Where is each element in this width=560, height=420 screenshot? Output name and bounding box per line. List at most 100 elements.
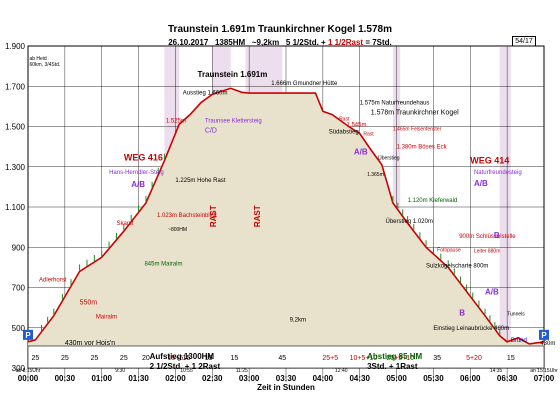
annotation: 3Std. + 1Rast (367, 362, 418, 371)
x-tick-label: 04:30 (349, 374, 370, 383)
x-tick-label: 00:00 (18, 374, 39, 383)
time-label: ab 8:15Uhr (16, 368, 41, 374)
annotation: C/D (205, 128, 217, 135)
minutes-label: 5+20 (466, 355, 482, 362)
annotation: Südabstieg (329, 130, 359, 136)
minutes-label: 15 (205, 355, 213, 362)
minutes-label: 25 (120, 355, 128, 362)
minutes-label: 15+5 (168, 355, 184, 362)
annotation: 9,2km (290, 318, 306, 324)
y-tick-label: 900 (12, 243, 26, 252)
chart-subtitle: 26.10.2017 1385HM ~9,2km 5 1/2Std. + 1 1… (0, 38, 560, 47)
annotation: ab Heid (29, 56, 46, 62)
annotation: Aufstieg 1300HM (150, 352, 215, 361)
annotation: WEG 414 (470, 156, 509, 166)
minutes-label: 15 (507, 355, 515, 362)
annotation: Skarst (116, 221, 133, 227)
x-axis-label: Zeit in Stunden (257, 383, 315, 392)
annotation: 1.545m (346, 123, 366, 129)
annotation: 1.666m Gmundner Hütte (271, 81, 338, 87)
y-tick-label: 500 (12, 324, 26, 333)
x-tick-label: 06:00 (460, 374, 481, 383)
subtitle-rast: 1 1/2Rast (327, 38, 364, 47)
x-tick-label: 02:30 (202, 374, 223, 383)
y-tick-label: 1.700 (5, 82, 26, 91)
annotation: Hans-Herndler-Steig (109, 170, 164, 176)
x-tick-label: 04:00 (313, 374, 334, 383)
annotation: Fotopause (437, 247, 461, 253)
annotation: 430m (540, 341, 555, 347)
x-tick-label: 06:30 (497, 374, 518, 383)
annotation: Naturfreundesteig (474, 170, 522, 176)
annotation: Überstieg (378, 155, 400, 162)
annotation: A/B (474, 179, 488, 188)
annotation: 900m Schlüsselstelle (459, 234, 516, 240)
y-tick-label: 1.900 (5, 42, 26, 51)
annotation: WEG 416 (124, 153, 163, 163)
annotation: ~800HM (168, 227, 187, 233)
annotation: Sulzkogelscharte 800m (426, 263, 488, 269)
annotation: Bründ (511, 338, 527, 344)
x-tick-label: 00:30 (55, 374, 76, 383)
profile-area (27, 87, 545, 369)
y-tick-label: 1.500 (5, 123, 26, 132)
annotation: A/B (485, 288, 499, 297)
annotation: Abstieg 85 HM (367, 352, 422, 361)
annotation: Mairalm (96, 315, 117, 321)
axes: 300 500 700 900 1.100 1.300 1.500 1.700 1.900 00:… (5, 42, 555, 392)
annotation: Überstieg 1.020m (386, 218, 433, 225)
subtitle-date: 26.10.2017 (168, 38, 209, 47)
annotation: 1.225m Hohe Rast (175, 178, 225, 184)
annotation: 1.525m (166, 118, 186, 124)
annotation: Leiter 880m (474, 248, 500, 254)
parking-icon (23, 329, 33, 340)
x-tick-label: 05:30 (423, 374, 444, 383)
bottom-band: 25 25 25 25 20 15+5 15 15 15 45 25+5 10+5+10 20+5+10… (16, 345, 558, 374)
x-tick-label: 02:00 (165, 374, 186, 383)
annotation: 1.120m Kieferwald (408, 198, 458, 204)
minutes-label: 35 (433, 355, 441, 362)
minutes-label: 25 (90, 355, 98, 362)
annotation: 845m Mairalm (144, 261, 182, 267)
annotation: 1.575m Naturfreundehaus (360, 100, 430, 106)
subtitle-std: 5 1/2Std. + (285, 38, 326, 47)
annotation: Rast (339, 116, 350, 122)
annotation: B (459, 309, 465, 318)
minutes-label: 15 (183, 355, 191, 362)
annotation: Traunsee Klettersteig (205, 118, 262, 124)
time-label: 10:55 (180, 368, 193, 374)
subtitle-total: = 7Std. (365, 38, 392, 47)
minutes-label: 25 (31, 355, 39, 362)
y-tick-label: 300 (12, 364, 26, 373)
minutes-label: 20 (142, 355, 150, 362)
x-tick-label: 07:00 (534, 374, 555, 383)
x-tick-label: 05:00 (386, 374, 407, 383)
annotation: Adlerhorst (39, 277, 67, 283)
time-label: 14:35 (490, 368, 503, 374)
annotation: Traunstein 1.691m (198, 70, 268, 79)
annotation: 1.023m Bachsteinblick (157, 213, 218, 219)
subtitle-km: ~9,2km (251, 38, 280, 47)
annotation: 550m (80, 300, 98, 307)
annotation: Rast (363, 132, 374, 138)
minutes-label: 25 (61, 355, 69, 362)
subtitle-hm: 1385HM (214, 38, 246, 47)
annotation: 1.380m Böses Eck (397, 145, 448, 151)
annotation: B (494, 231, 500, 240)
minutes-label: 10+5+10 (350, 355, 378, 362)
annotation: Tunnels (507, 312, 525, 318)
y-tick-label: 700 (12, 284, 26, 293)
minutes-label: 15 (231, 355, 239, 362)
minutes-band (27, 345, 545, 369)
y-tick-label: 1.100 (5, 203, 26, 212)
annotation: 2 1/2Std. + 1 2Rast (150, 362, 221, 371)
x-tick-label: 01:00 (91, 374, 112, 383)
minutes-label: 45 (278, 355, 286, 362)
annotation: 1.578m Traunkirchner Kogel (371, 109, 459, 116)
x-tick-label: 03:00 (239, 374, 260, 383)
time-label: 9:30 (115, 368, 125, 374)
annotation: 1.465m Felsenfenster (393, 127, 442, 133)
annotation: 430m vor Hois'n (65, 340, 115, 347)
